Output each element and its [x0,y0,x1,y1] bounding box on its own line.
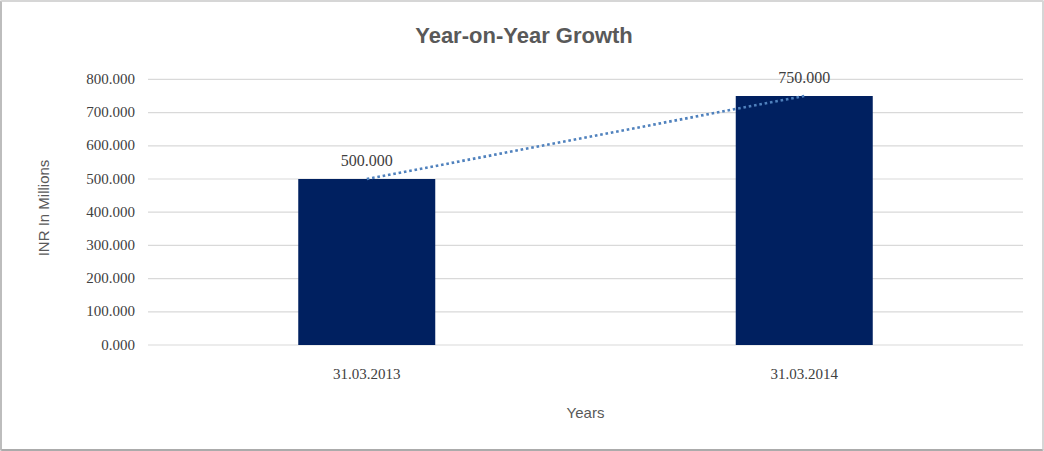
y-tick-label: 400.000 [2,203,135,222]
x-axis-title: Years [148,404,1023,421]
x-tick-label: 31.03.2014 [724,365,884,384]
y-tick-label: 800.000 [2,70,135,89]
plot-area [2,2,1044,451]
bar-value-label: 750.000 [734,68,874,87]
y-tick-label: 700.000 [2,103,135,122]
y-tick-label: 100.000 [2,302,135,321]
bar-value-label: 500.000 [297,151,437,170]
chart-frame: Year-on-Year Growth INR In Millions 0.00… [0,0,1044,451]
bar [736,96,873,345]
y-tick-label: 200.000 [2,269,135,288]
y-tick-label: 600.000 [2,136,135,155]
y-tick-label: 0.000 [2,336,135,355]
y-tick-label: 300.000 [2,236,135,255]
y-tick-label: 500.000 [2,170,135,189]
bar [298,179,435,345]
x-tick-label: 31.03.2013 [287,365,447,384]
